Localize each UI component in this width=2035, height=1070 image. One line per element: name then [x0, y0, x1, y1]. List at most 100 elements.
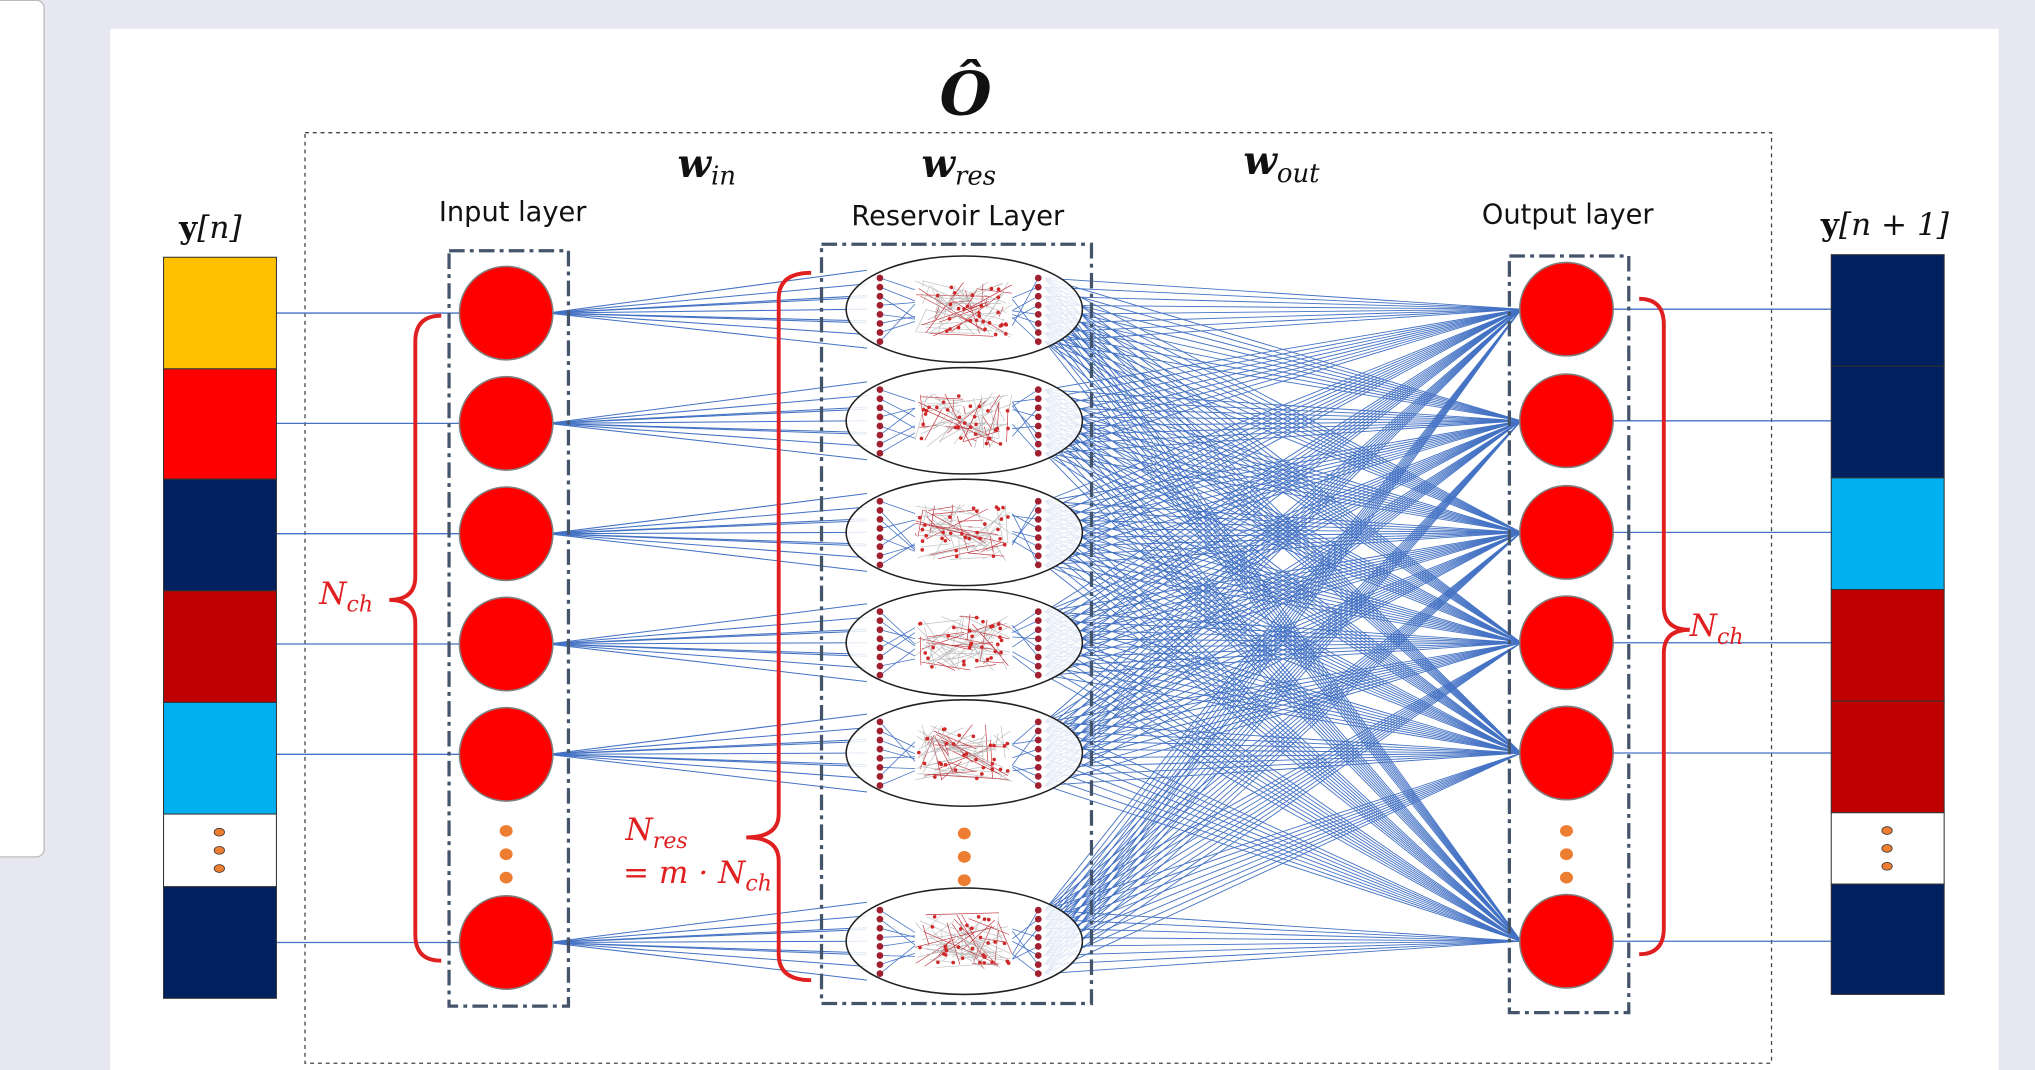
res-unit [877, 543, 884, 550]
ellipsis-dot [958, 874, 971, 886]
weight-sub: res [955, 162, 996, 192]
res-neuron [921, 422, 925, 426]
res-neuron [974, 432, 978, 436]
neuron [1520, 596, 1613, 689]
res-neuron [941, 531, 945, 535]
res-unit [1035, 764, 1042, 771]
input-layer-label: Input layer [439, 197, 587, 228]
res-neuron [961, 956, 965, 960]
res-neuron [971, 293, 975, 297]
vector-arg: [n] [197, 210, 242, 246]
res-neuron [991, 624, 995, 628]
res-neuron [979, 936, 983, 940]
res-neuron [970, 634, 974, 638]
res-neuron [977, 311, 981, 315]
res-unit [1035, 275, 1042, 282]
res-neuron [922, 408, 926, 412]
res-neuron [975, 659, 979, 663]
res-unit [877, 320, 884, 327]
res-unit [877, 773, 884, 780]
res-unit [877, 414, 884, 421]
res-unit [1035, 552, 1042, 559]
res-unit [877, 608, 884, 615]
res-neuron [975, 616, 979, 620]
res-neuron [987, 918, 991, 922]
res-unit [877, 952, 884, 959]
neuron [459, 377, 552, 470]
neuron [1520, 706, 1613, 799]
res-unit [877, 525, 884, 532]
reservoir [846, 479, 1082, 585]
vector-cell [1831, 478, 1944, 590]
res-neuron [978, 961, 982, 965]
res-neuron [1006, 515, 1010, 519]
res-unit [1035, 284, 1042, 291]
vector-cell [164, 591, 277, 703]
res-unit [1035, 934, 1042, 941]
res-unit [877, 561, 884, 568]
res-neuron [933, 915, 937, 919]
res-neuron [946, 634, 950, 638]
vector-cell [1831, 701, 1944, 813]
res-unit [877, 404, 884, 411]
res-neuron [943, 727, 947, 731]
res-neuron [980, 772, 984, 776]
res-neuron [972, 735, 976, 739]
output-layer-label: Output layer [1482, 200, 1654, 231]
res-unit [1035, 395, 1042, 402]
res-neuron [992, 554, 996, 558]
res-neuron [990, 287, 994, 291]
res-unit [1035, 737, 1042, 744]
res-neuron [930, 665, 934, 669]
res-neuron [942, 400, 946, 404]
res-neuron [936, 294, 940, 298]
res-unit [877, 925, 884, 932]
res-unit [1035, 534, 1042, 541]
res-unit [1035, 746, 1042, 753]
output-vector-label: y[n + 1] [1820, 207, 1950, 243]
res-neuron [994, 333, 998, 337]
vector-cell [164, 257, 277, 369]
res-neuron [945, 742, 949, 746]
res-neuron [966, 304, 970, 308]
res-neuron [951, 961, 955, 965]
res-neuron [969, 425, 973, 429]
res-neuron [993, 940, 997, 944]
res-neuron [983, 522, 987, 526]
weight-base: w [1243, 138, 1278, 184]
res-neuron [950, 286, 954, 290]
vector-base: y [178, 210, 198, 246]
res-unit [1035, 561, 1042, 568]
res-neuron [921, 539, 925, 543]
page: Ô win wres wout Input layer Reservoir La… [0, 0, 2035, 1070]
res-unit [1035, 525, 1042, 532]
vector-cell [164, 887, 277, 999]
res-unit [877, 534, 884, 541]
res-neuron [918, 946, 922, 950]
res-unit [877, 728, 884, 735]
annot-sub: ch [745, 872, 772, 897]
vector-cell [164, 702, 277, 814]
annot-base: N [318, 576, 348, 612]
res-unit [1035, 970, 1042, 977]
res-unit [1035, 719, 1042, 726]
res-unit [877, 423, 884, 430]
res-neuron [920, 437, 924, 441]
res-unit [1035, 635, 1042, 642]
res-unit [1035, 645, 1042, 652]
res-neuron [957, 307, 961, 311]
res-neuron [999, 442, 1003, 446]
annot-sub: ch [347, 593, 374, 618]
res-unit [1035, 302, 1042, 309]
res-neuron [978, 405, 982, 409]
res-neuron [1006, 769, 1010, 773]
res-neuron [981, 320, 985, 324]
res-neuron [957, 945, 961, 949]
res-neuron [998, 627, 1002, 631]
res-neuron [1006, 427, 1010, 431]
res-neuron [990, 960, 994, 964]
res-neuron [1006, 742, 1010, 746]
vector-cell [1831, 366, 1944, 478]
res-neuron [940, 536, 944, 540]
res-unit [1035, 543, 1042, 550]
